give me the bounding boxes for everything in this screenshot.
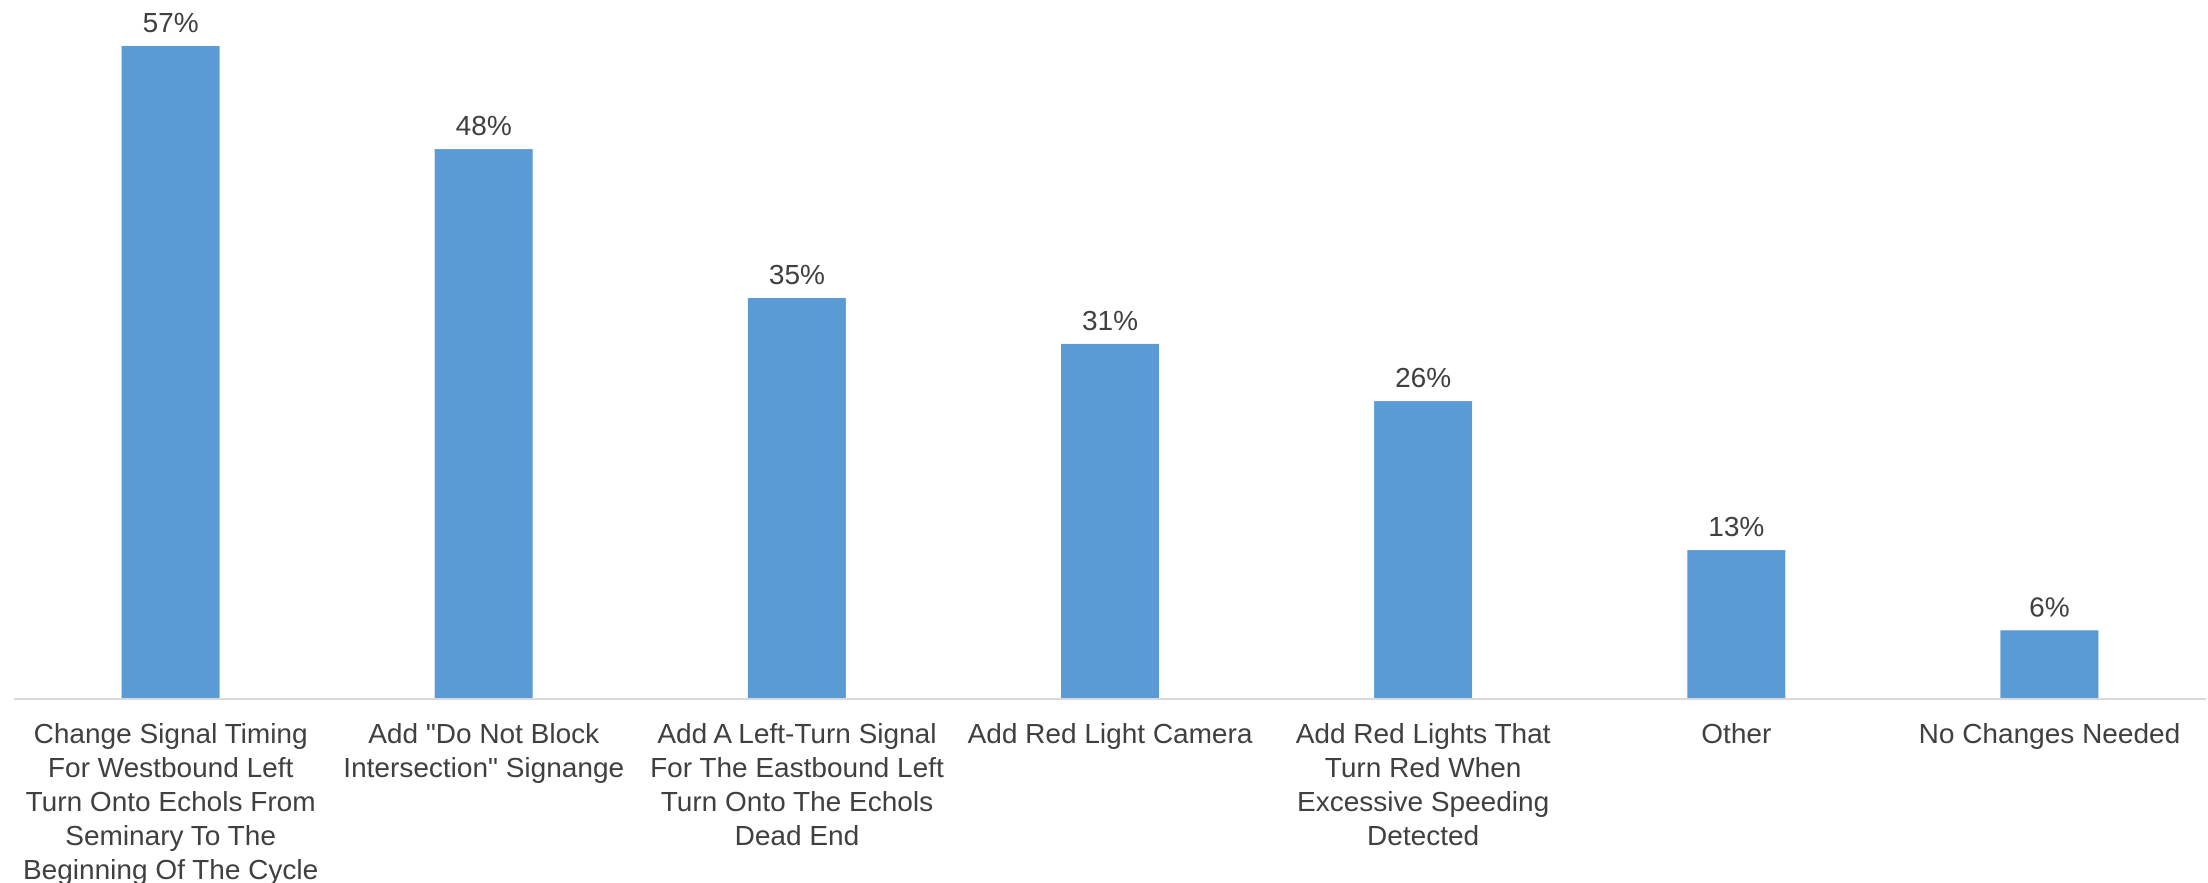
category-label-line: Add Red Lights That <box>1296 718 1551 749</box>
bar-value-label: 13% <box>1708 511 1764 542</box>
bar-value-label: 48% <box>456 110 512 141</box>
bar-7 <box>2000 630 2099 699</box>
category-label-line: Add A Left-Turn Signal <box>657 718 936 749</box>
category-label-line: Change Signal Timing <box>34 718 308 749</box>
bars-group <box>121 46 2099 700</box>
value-labels-group: 57% 48% 35% 31% 26% 13% 6% <box>143 7 2070 622</box>
category-label-line: Beginning Of The Cycle <box>23 854 318 883</box>
category-label: Add A Left-Turn Signal For The Eastbound … <box>650 718 944 851</box>
category-label-line: Seminary To The <box>65 820 276 851</box>
category-label-line: No Changes Needed <box>1919 718 2181 749</box>
category-label-line: Turn Red When <box>1325 752 1522 783</box>
category-label-line: Turn Onto Echols From <box>26 786 316 817</box>
category-labels-group: Change Signal Timing For Westbound Left Tu… <box>23 718 2180 883</box>
bar-value-label: 35% <box>769 259 825 290</box>
bar-5 <box>1374 401 1473 699</box>
category-label-line: For Westbound Left <box>48 752 294 783</box>
category-label: Add Red Lights That Turn Red When Excessiv… <box>1296 718 1551 851</box>
category-label-line: Add "Do Not Block <box>368 718 600 749</box>
category-label: Add Red Light Camera <box>968 718 1253 749</box>
category-label-line: Detected <box>1367 820 1479 851</box>
bar-1 <box>121 46 220 699</box>
bar-value-label: 31% <box>1082 305 1138 336</box>
bar-4 <box>1061 343 1159 699</box>
category-label-line: Intersection" Signange <box>343 752 624 783</box>
category-label-line: Add Red Light Camera <box>968 718 1253 749</box>
bar-3 <box>747 298 846 699</box>
category-label: No Changes Needed <box>1919 718 2181 749</box>
bar-value-label: 6% <box>2029 591 2069 622</box>
category-label: Other <box>1701 718 1771 749</box>
category-label-line: Dead End <box>735 820 860 851</box>
category-label-line: For The Eastbound Left <box>650 752 944 783</box>
category-label: Change Signal Timing For Westbound Left Tu… <box>23 718 318 883</box>
category-label-line: Other <box>1701 718 1771 749</box>
category-label-line: Turn Onto The Echols <box>661 786 933 817</box>
bar-value-label: 57% <box>143 7 199 38</box>
bar-6 <box>1687 550 1786 699</box>
bar-2 <box>434 149 533 700</box>
bar-value-label: 26% <box>1395 362 1451 393</box>
category-label-line: Excessive Speeding <box>1297 786 1549 817</box>
category-label: Add "Do Not Block Intersection" Signange <box>343 718 624 783</box>
